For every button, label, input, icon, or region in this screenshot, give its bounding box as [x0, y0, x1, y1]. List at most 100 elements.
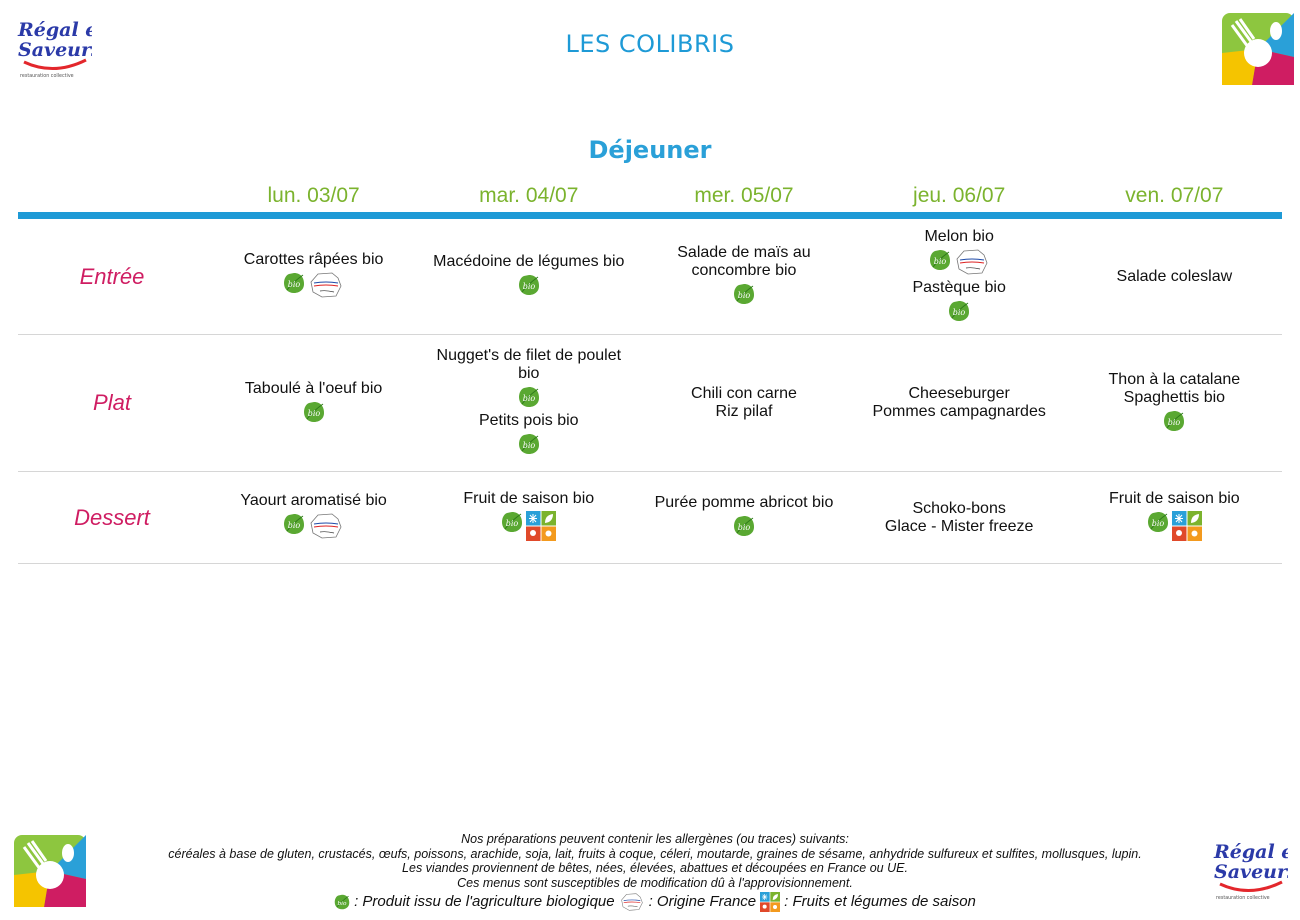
dish-name: Salade coleslaw — [1116, 267, 1233, 285]
menu-cell: Fruit de saison bio bio — [421, 472, 636, 563]
svg-text:Saveurs: Saveurs — [1214, 861, 1288, 883]
menu-cell: Carottes râpées bio bio — [206, 219, 421, 334]
site-title: LES COLIBRIS — [565, 30, 735, 58]
svg-text:bio: bio — [506, 519, 519, 528]
bio-leaf-icon: bio — [929, 249, 951, 271]
day-header-row: lun. 03/07 mar. 04/07 mer. 05/07 jeu. 06/07… — [206, 184, 1282, 210]
bio-leaf-icon: bio — [1163, 410, 1185, 432]
origine-france-icon — [308, 272, 344, 298]
bio-leaf-icon: bio — [733, 515, 755, 537]
day-header: lun. 03/07 — [267, 184, 360, 207]
dish-name: Yaourt aromatisé bio — [240, 492, 387, 509]
allergen-list: céréales à base de gluten, crustacés, œu… — [168, 846, 1142, 861]
footer-notes: Nos préparations peuvent contenir les al… — [100, 832, 1210, 912]
dish-labels: bio — [518, 274, 540, 296]
menu-cell: Nugget's de filet de poulet bio bio Petits… — [421, 335, 636, 471]
allergen-intro: Nos préparations peuvent contenir les al… — [461, 832, 849, 846]
dish-name: Glace - Mister freeze — [884, 517, 1034, 535]
dish-name: Taboulé à l'oeuf bio — [244, 379, 383, 397]
svg-text:restauration collective: restauration collective — [1216, 895, 1270, 901]
dish-labels: bio — [1163, 410, 1185, 432]
dish-labels: bio — [283, 272, 344, 298]
origine-france-icon — [954, 249, 990, 275]
menu-cell: Chili con carne Riz pilaf — [636, 335, 851, 471]
seasonal-produce-icon — [526, 511, 557, 541]
dish-labels: bio — [929, 249, 990, 275]
svg-text:bio: bio — [523, 394, 536, 403]
dish-labels: bio — [518, 433, 540, 455]
dish-name: Purée pomme abricot bio — [654, 494, 834, 511]
dish-name: Fruit de saison bio — [463, 490, 595, 507]
day-header: mar. 04/07 — [479, 184, 579, 207]
svg-text:bio: bio — [523, 441, 536, 450]
menu-cell: Fruit de saison bio bio — [1067, 472, 1282, 563]
menu-row: Plat Taboulé à l'oeuf bio bio Nugget's de f… — [18, 335, 1282, 472]
origine-france-icon — [308, 513, 344, 539]
header-divider — [18, 212, 1282, 219]
dish-name: Pommes campagnardes — [872, 403, 1046, 420]
meat-origin-note: Les viandes proviennent de bêtes, nées, … — [402, 861, 908, 875]
bio-leaf-icon: bio — [518, 433, 540, 455]
dish-labels: bio — [733, 283, 755, 305]
day-header: jeu. 06/07 — [913, 184, 1006, 207]
dish-name: Chili con carne — [691, 385, 797, 402]
regal-saveurs-logo-footer: Régal et Saveurs restauration collective — [1212, 836, 1288, 902]
menu-cell: Macédoine de légumes bio bio — [421, 219, 636, 334]
bio-leaf-icon: bio — [501, 511, 523, 533]
course-label: Dessert — [74, 504, 150, 530]
dish-name: Nugget's de filet de poulet bio — [436, 347, 622, 382]
bio-leaf-icon: bio — [303, 401, 325, 423]
svg-text:bio: bio — [933, 257, 946, 266]
dish-name: Fruit de saison bio — [1108, 490, 1240, 507]
svg-text:bio: bio — [523, 282, 536, 291]
dish-name: Spaghettis bio — [1123, 388, 1226, 406]
meal-title: Déjeuner — [588, 136, 712, 164]
menu-cell: Schoko-bons Glace - Mister freeze — [852, 472, 1067, 563]
svg-text:bio: bio — [288, 521, 301, 530]
regal-saveurs-logo: Régal et Saveurs restauration collective — [16, 14, 92, 80]
menu-row: Dessert Yaourt aromatisé bio bio Fruit de s… — [18, 472, 1282, 564]
dish-labels: bio — [283, 513, 344, 539]
bio-leaf-icon: bio — [518, 274, 540, 296]
dish-labels: bio — [501, 511, 557, 541]
svg-text:Régal et: Régal et — [17, 19, 92, 41]
dish-name: Melon bio — [924, 227, 994, 245]
menu-cell: Salade de maïs au concombre bio bio — [636, 219, 851, 334]
dish-labels: bio — [303, 401, 325, 423]
dish-name: Salade de maïs au concombre bio — [677, 244, 811, 279]
menu-cell: Melon bio bio Pastèque bio bio — [852, 219, 1067, 334]
dish-name: Riz pilaf — [715, 403, 773, 420]
bio-leaf-icon: bio — [283, 513, 305, 535]
bio-leaf-icon: bio — [948, 300, 970, 322]
svg-text:bio: bio — [1168, 418, 1181, 427]
dish-name: Petits pois bio — [478, 412, 579, 429]
menu-cell: Purée pomme abricot bio bio — [636, 472, 851, 563]
bio-leaf-icon: bio — [1147, 511, 1169, 533]
bio-leaf-icon: bio — [518, 386, 540, 408]
seasonal-produce-icon — [760, 892, 781, 912]
svg-text:bio: bio — [307, 409, 320, 418]
svg-text:bio: bio — [953, 308, 966, 317]
legend-bio-text: : Produit issu de l'agriculture biologiq… — [354, 893, 615, 910]
dish-name: Macédoine de légumes bio — [433, 253, 625, 270]
bio-leaf-icon: bio — [334, 894, 350, 910]
menu-cell: Yaourt aromatisé bio bio — [206, 472, 421, 563]
menu-cell: Thon à la catalane Spaghettis bio bio — [1067, 335, 1282, 471]
dish-labels: bio — [948, 300, 970, 322]
dish-name: Carottes râpées bio — [243, 251, 384, 268]
origine-france-icon — [619, 893, 645, 911]
dish-name: Thon à la catalane — [1108, 370, 1241, 388]
svg-text:bio: bio — [288, 280, 301, 289]
course-label: Plat — [93, 390, 131, 415]
day-header: ven. 07/07 — [1125, 184, 1224, 207]
svg-text:bio: bio — [738, 291, 751, 300]
seasonal-produce-icon — [1171, 511, 1202, 541]
menu-cell: Salade coleslaw — [1067, 219, 1282, 334]
restaurant-square-logo-footer — [14, 835, 86, 907]
dish-labels: bio — [1147, 511, 1202, 541]
svg-text:bio: bio — [338, 901, 348, 907]
restaurant-square-logo — [1222, 13, 1294, 85]
dish-name: Cheeseburger — [908, 385, 1010, 402]
svg-text:Saveurs: Saveurs — [18, 39, 92, 61]
svg-text:bio: bio — [1152, 519, 1165, 528]
